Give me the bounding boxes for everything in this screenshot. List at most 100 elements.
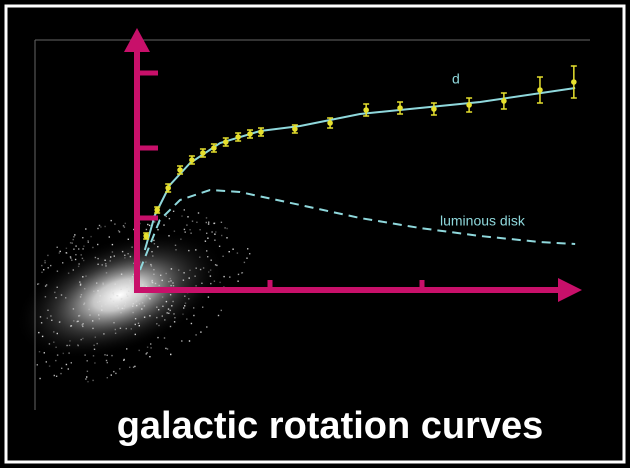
star [189, 229, 190, 230]
data-point [165, 185, 171, 191]
star [73, 249, 74, 250]
star [157, 337, 158, 338]
star [152, 282, 153, 283]
star [120, 328, 121, 329]
star [170, 294, 171, 295]
star [167, 348, 168, 349]
star [51, 320, 52, 321]
star [106, 360, 107, 361]
star [104, 226, 105, 227]
star [106, 272, 107, 273]
star [69, 345, 70, 346]
star [151, 265, 152, 266]
star [65, 297, 66, 298]
curve-label: luminous disk [440, 213, 526, 229]
star [210, 269, 211, 270]
star [111, 355, 112, 356]
star [83, 246, 84, 247]
star [105, 265, 106, 266]
star [126, 328, 127, 329]
star [84, 288, 85, 289]
star [184, 209, 185, 210]
star [215, 264, 216, 265]
star [136, 305, 137, 306]
data-point [501, 98, 507, 104]
star [66, 252, 67, 253]
star [82, 276, 83, 277]
star [59, 252, 60, 253]
star [104, 354, 105, 355]
star [226, 228, 227, 229]
star [78, 266, 79, 267]
star [115, 284, 116, 285]
star [92, 320, 93, 321]
star [208, 271, 209, 272]
star [118, 230, 119, 231]
star [144, 317, 145, 318]
star [92, 247, 93, 248]
star [111, 289, 112, 290]
star [112, 244, 113, 245]
star [92, 328, 93, 329]
star [85, 228, 86, 229]
star [153, 269, 154, 270]
star [128, 291, 129, 292]
star [214, 234, 215, 235]
star [55, 347, 56, 348]
star [49, 365, 50, 366]
star [152, 280, 153, 281]
star [93, 345, 94, 346]
star [122, 308, 123, 309]
star [181, 215, 182, 216]
star [60, 373, 61, 374]
star [107, 377, 108, 378]
star [110, 260, 111, 261]
star [82, 324, 83, 325]
star [95, 257, 96, 258]
star [199, 257, 200, 258]
star [88, 242, 89, 243]
star [40, 316, 41, 317]
star [132, 312, 133, 313]
star [104, 260, 105, 261]
star [199, 229, 200, 230]
data-point [154, 207, 160, 213]
star [135, 318, 136, 319]
star [79, 315, 80, 316]
star [125, 303, 126, 304]
star [172, 301, 173, 302]
star [222, 256, 223, 257]
star [87, 360, 88, 361]
curve-label: d [452, 71, 460, 87]
star [97, 228, 98, 229]
star [150, 343, 151, 344]
star [95, 337, 96, 338]
star [132, 276, 133, 277]
star [183, 307, 184, 308]
star [168, 281, 169, 282]
star [113, 294, 114, 295]
star [97, 244, 98, 245]
star [69, 340, 70, 341]
star [92, 380, 93, 381]
star [150, 264, 151, 265]
star [171, 268, 172, 269]
star [164, 337, 165, 338]
star [48, 267, 49, 268]
star [68, 352, 69, 353]
star [216, 265, 217, 266]
star [157, 246, 158, 247]
star [73, 269, 74, 270]
star [141, 308, 142, 309]
star [151, 251, 152, 252]
star [111, 220, 112, 221]
star [181, 340, 182, 341]
star [72, 242, 73, 243]
star [87, 371, 88, 372]
star [229, 251, 230, 252]
star [57, 354, 58, 355]
data-point [571, 79, 577, 85]
star [249, 253, 250, 254]
star [164, 319, 165, 320]
star [49, 343, 50, 344]
